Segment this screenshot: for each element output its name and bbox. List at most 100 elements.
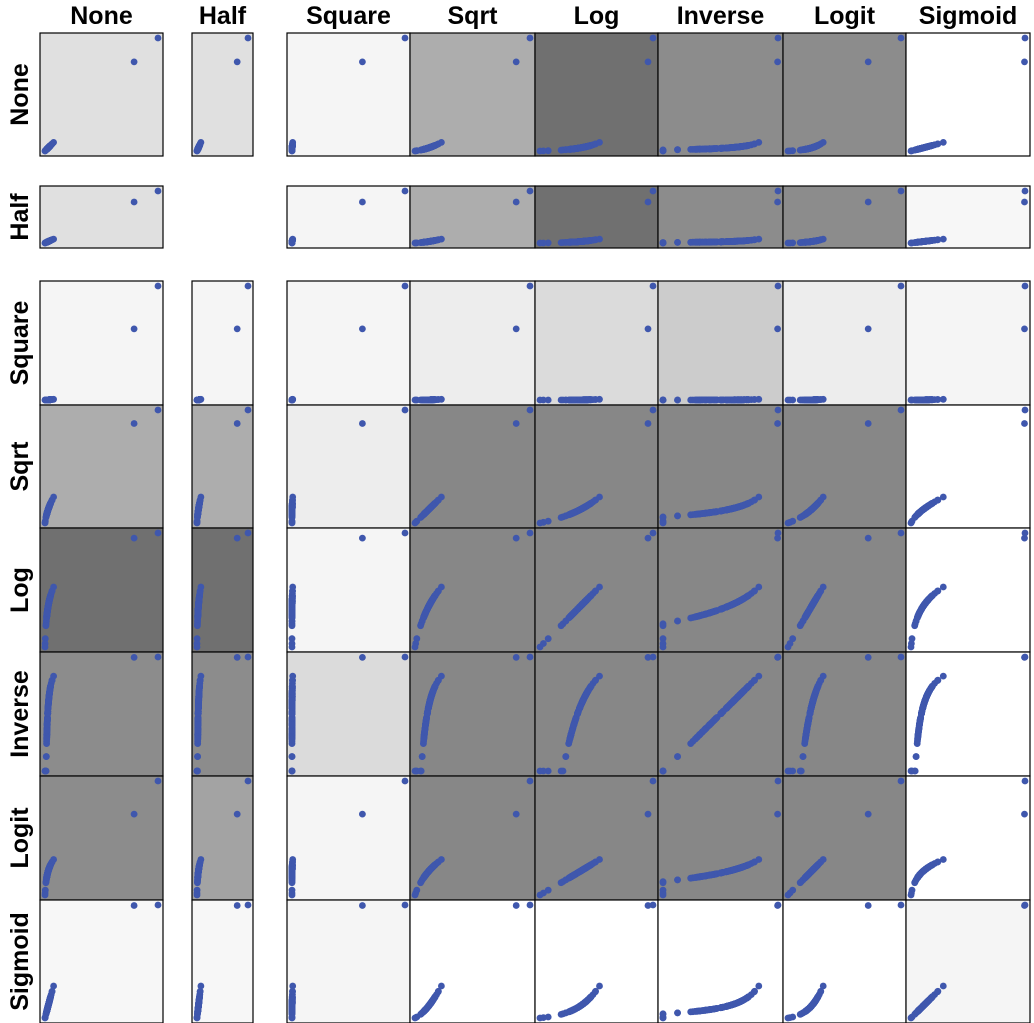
row-label-inverse: Inverse — [6, 670, 34, 758]
data-point — [1021, 58, 1028, 66]
data-point — [649, 406, 657, 414]
panel-background — [39, 280, 164, 406]
data-point — [359, 420, 366, 427]
panel-sqrt-vs-sigmoid — [905, 404, 1031, 529]
panel-sqrt-vs-log — [534, 404, 659, 529]
data-point — [916, 145, 923, 153]
data-point — [819, 139, 827, 146]
data-point — [659, 239, 667, 247]
data-point — [724, 238, 731, 246]
column-label-none: None — [70, 2, 133, 30]
panel-background — [905, 32, 1031, 157]
column-label-sqrt: Sqrt — [448, 2, 499, 30]
data-point — [579, 396, 587, 404]
panel-background — [657, 32, 784, 157]
data-point — [730, 144, 738, 151]
data-point — [596, 395, 603, 403]
data-point — [809, 504, 817, 512]
data-point — [649, 187, 657, 195]
data-point — [649, 34, 657, 42]
data-point — [809, 144, 817, 151]
data-point — [774, 325, 781, 333]
data-point — [288, 509, 296, 517]
data-point — [596, 139, 603, 146]
data-point — [411, 239, 419, 247]
data-point — [579, 144, 587, 151]
data-point — [512, 325, 520, 333]
data-point — [536, 147, 544, 155]
data-point — [897, 34, 905, 42]
panel-background — [534, 280, 659, 406]
data-point — [422, 396, 429, 404]
data-point — [706, 509, 714, 517]
data-point — [401, 282, 409, 290]
panel-background — [286, 32, 411, 157]
data-point — [526, 187, 534, 195]
data-point — [359, 58, 366, 66]
data-point — [700, 145, 708, 153]
panel-background — [286, 185, 411, 249]
data-point — [659, 146, 667, 154]
panel-none-vs-log — [534, 32, 659, 157]
data-point — [755, 235, 763, 243]
column-label-half: Half — [199, 2, 247, 30]
data-point — [233, 58, 241, 66]
panel-none-vs-sigmoid — [905, 32, 1031, 157]
data-point — [401, 187, 409, 195]
data-point — [730, 396, 738, 404]
data-point — [570, 145, 578, 153]
data-point — [233, 420, 241, 427]
panel-sqrt-vs-none — [39, 404, 164, 529]
row-label-log: Log — [6, 567, 34, 613]
row-label-sigmoid: Sigmoid — [6, 912, 34, 1011]
data-point — [43, 238, 51, 246]
data-point — [739, 396, 747, 404]
data-point — [130, 420, 138, 427]
data-point — [739, 142, 747, 150]
data-point — [154, 529, 162, 537]
panel-sqrt-vs-square — [286, 404, 411, 529]
panel-background — [39, 527, 164, 653]
data-point — [717, 238, 725, 246]
data-point — [724, 396, 731, 404]
data-point — [154, 282, 162, 290]
data-point — [784, 147, 792, 155]
column-label-log: Log — [574, 2, 620, 30]
data-point — [130, 534, 138, 542]
data-point — [939, 493, 947, 501]
data-point — [422, 238, 429, 246]
data-point — [438, 139, 445, 146]
data-point — [536, 519, 544, 527]
panel-half-vs-inverse — [657, 185, 784, 249]
data-point — [544, 147, 552, 155]
panel-sqrt-vs-sqrt — [409, 404, 536, 529]
panel-background — [191, 32, 254, 157]
data-point — [1021, 282, 1029, 290]
data-point — [939, 395, 947, 403]
data-point — [739, 237, 747, 245]
data-point — [717, 144, 725, 152]
data-point — [784, 519, 792, 527]
data-point — [512, 420, 520, 427]
data-point — [154, 187, 162, 195]
data-point — [557, 514, 565, 521]
panel-none-vs-inverse — [657, 32, 784, 157]
panel-half-vs-none — [39, 185, 164, 249]
data-point — [897, 282, 905, 290]
data-point — [401, 34, 409, 42]
data-point — [674, 396, 681, 404]
data-point — [730, 504, 738, 512]
panel-background — [534, 32, 659, 157]
data-point — [691, 145, 699, 153]
data-point — [438, 395, 445, 403]
data-point — [659, 514, 667, 521]
data-point — [359, 325, 366, 333]
panel-background — [657, 280, 784, 406]
panel-square-vs-inverse — [657, 280, 784, 406]
data-point — [691, 396, 699, 404]
panel-background — [782, 280, 907, 406]
data-point — [411, 147, 419, 155]
data-point — [130, 325, 138, 333]
data-point — [934, 140, 942, 148]
